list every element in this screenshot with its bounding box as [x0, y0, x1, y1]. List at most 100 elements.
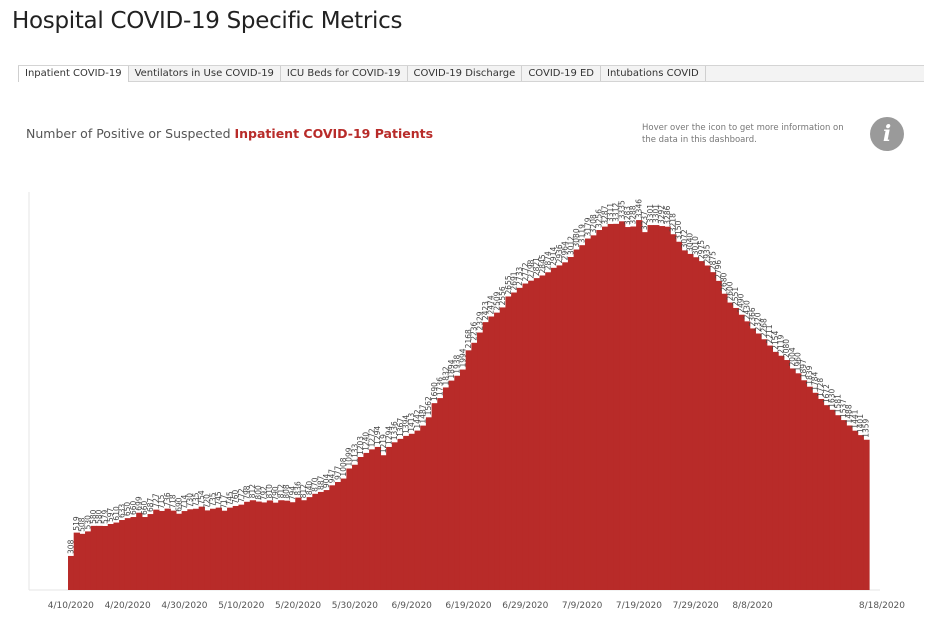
value-label: 3237	[640, 211, 649, 230]
value-label: 794	[288, 486, 297, 501]
bar	[857, 435, 864, 590]
value-label: 1537	[839, 399, 848, 418]
value-label: 2691	[509, 271, 518, 290]
value-label: 1336	[390, 421, 399, 440]
bar	[158, 510, 166, 590]
value-label: 1219	[379, 434, 388, 453]
bar	[369, 449, 376, 590]
bar	[437, 398, 444, 590]
value-label: 812	[277, 484, 286, 499]
bar	[641, 232, 649, 590]
x-tick-label: 7/29/2020	[673, 601, 719, 611]
value-label: 660	[140, 500, 149, 515]
value-label: 3286	[663, 205, 672, 224]
tab-ventilators[interactable]: Ventilators in Use COVID-19	[129, 66, 281, 81]
bar	[130, 517, 137, 590]
value-label: 2168	[464, 329, 473, 348]
x-tick-label: 6/19/2020	[445, 601, 491, 611]
bar	[278, 500, 285, 590]
bar	[238, 504, 245, 590]
value-label: 3012	[566, 236, 575, 255]
bar	[556, 265, 563, 590]
value-label: 650	[123, 502, 132, 517]
value-label: 3040	[686, 233, 695, 252]
value-label: 3283	[623, 206, 632, 225]
value-label: 580	[95, 509, 104, 524]
chart-heading-highlight: Inpatient COVID-19 Patients	[234, 126, 434, 141]
value-label: 1240	[362, 432, 371, 451]
bar	[465, 350, 472, 590]
bar	[374, 446, 382, 590]
chart-heading: Number of Positive or Suspected Inpatien…	[26, 126, 433, 141]
value-label: 887	[316, 475, 325, 490]
value-label: 1487	[419, 404, 428, 423]
bar	[477, 332, 484, 590]
value-label: 800	[254, 485, 263, 500]
bar	[744, 321, 751, 590]
bar	[749, 328, 756, 590]
value-label: 1008	[339, 457, 348, 476]
tab-intubations[interactable]: Intubations COVID	[601, 66, 706, 81]
bar	[170, 510, 177, 590]
value-label: 3179	[583, 217, 592, 236]
value-label: 2556	[498, 286, 507, 305]
bar	[704, 265, 711, 590]
tab-icu-beds[interactable]: ICU Beds for COVID-19	[281, 66, 408, 81]
x-tick-label: 5/10/2020	[218, 601, 264, 611]
bar	[215, 507, 222, 590]
value-label: 3301	[646, 204, 655, 223]
value-label: 745	[225, 491, 234, 506]
bar	[102, 525, 109, 590]
bar	[494, 312, 501, 590]
bar	[675, 241, 683, 590]
bar	[85, 531, 92, 590]
value-label: 580	[89, 509, 98, 524]
bar	[795, 373, 802, 590]
bar	[602, 226, 609, 590]
value-label: 3292	[657, 205, 666, 224]
value-label: 1562	[424, 396, 433, 415]
bar	[386, 446, 393, 590]
value-label: 2964	[561, 241, 570, 260]
value-label: 840	[305, 481, 314, 496]
value-label: 2551	[731, 287, 740, 306]
tab-inpatient-covid[interactable]: Inpatient COVID-19	[18, 66, 129, 82]
bar	[516, 287, 524, 590]
bar	[272, 502, 279, 590]
value-label: 1359	[862, 418, 871, 437]
value-label: 1394	[402, 415, 411, 434]
value-label: 977	[333, 465, 342, 480]
bar	[829, 409, 836, 590]
bar	[522, 283, 529, 590]
value-label: 714	[180, 495, 189, 510]
bar	[221, 510, 228, 590]
tab-ed[interactable]: COVID-19 ED	[522, 66, 602, 81]
bar	[840, 420, 847, 590]
bar	[380, 455, 387, 590]
value-label: 1832	[441, 366, 450, 385]
value-label: 1672	[822, 384, 831, 403]
value-label: 798	[242, 485, 251, 500]
bar	[323, 490, 330, 590]
value-label: 715	[157, 494, 166, 509]
value-label: 2268	[759, 318, 768, 337]
bar	[255, 501, 262, 590]
bar	[107, 524, 115, 590]
x-tick-label: 6/9/2020	[391, 601, 432, 611]
bar	[96, 525, 103, 590]
value-label: 2772	[521, 262, 530, 281]
bar	[806, 386, 813, 590]
bar	[289, 502, 296, 590]
info-icon[interactable]: i	[870, 117, 904, 151]
value-label: 1413	[407, 412, 416, 431]
value-label: 2154	[771, 331, 780, 350]
value-label: 2430	[742, 300, 751, 319]
bar	[283, 500, 291, 590]
bar	[715, 280, 722, 590]
value-label: 810	[265, 484, 274, 499]
value-label: 718	[169, 494, 178, 509]
bar	[613, 223, 620, 590]
bar	[721, 293, 728, 590]
tab-discharge[interactable]: COVID-19 Discharge	[408, 66, 523, 81]
value-label: 2655	[504, 275, 513, 294]
